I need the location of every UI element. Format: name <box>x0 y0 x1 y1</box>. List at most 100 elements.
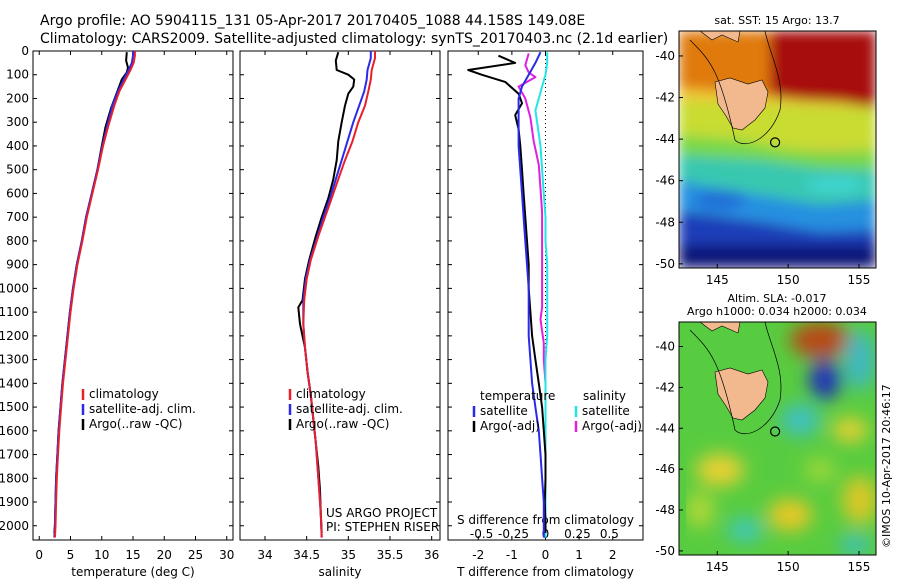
x-tick-label: 10 <box>94 548 109 562</box>
project-credit: US ARGO PROJECT <box>326 506 438 520</box>
x-tick-label: 36 <box>424 548 439 562</box>
y-tick-label: 1600 <box>0 424 29 438</box>
s-diff-tick-label: 0.5 <box>600 527 619 541</box>
header-line1: Argo profile: AO 5904115_131 05-Apr-2017… <box>40 13 585 29</box>
map-y-tick-label: -50 <box>655 544 675 558</box>
timestamp-stamp: ©IMOS 10-Apr-2017 20:46:17 <box>880 384 893 548</box>
sla-map: 145 150 155 -40 -42 -44 -46 -48 -50 <box>655 321 877 574</box>
y-tick-label: 1300 <box>0 353 29 367</box>
map-y-tick-label: -40 <box>655 340 675 354</box>
series-line <box>302 51 376 538</box>
difference-panel: -2 -1 0 1 2 T difference from climatology -0.5… <box>447 50 644 579</box>
y-tick-label: 600 <box>6 186 29 200</box>
s-diff-tick-label: -0.5 <box>470 527 493 541</box>
sst-map-title: sat. SST: 15 Argo: 13.7 <box>714 14 839 27</box>
legend-entry: satellite <box>582 404 630 418</box>
series-line <box>297 51 356 533</box>
series-line <box>53 51 136 538</box>
map-y-tick-label: -42 <box>655 380 675 394</box>
map-x-tick-label: 145 <box>706 560 729 574</box>
sst-map: 145 150 155 -40 -42 -44 -46 -48 -50 <box>655 30 877 287</box>
series-line <box>302 51 372 538</box>
y-tick-label: 800 <box>6 234 29 248</box>
map-y-tick-label: -48 <box>655 215 675 229</box>
series-line <box>53 51 134 538</box>
x-tick-label: 34.5 <box>293 548 320 562</box>
series-line <box>467 54 547 533</box>
temperature-panel: 0100200300400500600700800900100011001200… <box>0 44 234 579</box>
y-tick-label: 1700 <box>0 448 29 462</box>
argo-position-marker <box>769 426 781 437</box>
map-y-tick-label: -50 <box>655 257 675 271</box>
y-tick-label: 1000 <box>0 281 29 295</box>
legend-entry: satellite-adj. clim. <box>296 402 403 416</box>
x-tick-label: 34 <box>257 548 272 562</box>
x-tick-label: -2 <box>472 548 484 562</box>
x-tick-label: 5 <box>67 548 75 562</box>
s-diff-tick-label: 0.25 <box>564 527 591 541</box>
x-tick-label: 25 <box>188 548 203 562</box>
y-tick-label: 900 <box>6 258 29 272</box>
y-tick-label: 1500 <box>0 400 29 414</box>
map-y-tick-label: -46 <box>655 174 675 188</box>
legend-entry: Argo(..raw -QC) <box>89 417 182 431</box>
legend-entry: satellite <box>480 404 528 418</box>
map-y-tick-label: -44 <box>655 132 675 146</box>
y-tick-label: 1900 <box>0 495 29 509</box>
legend-title-salinity: salinity <box>583 389 626 403</box>
map-y-tick-label: -46 <box>655 462 675 476</box>
y-tick-label: 1200 <box>0 329 29 343</box>
x-tick-label: 2 <box>609 548 617 562</box>
legend-entry: Argo(..raw -QC) <box>296 417 389 431</box>
x-tick-label: 15 <box>125 548 140 562</box>
legend-entry: Argo(-adj) <box>582 419 642 433</box>
y-tick-label: 1400 <box>0 376 29 390</box>
y-tick-label: 1100 <box>0 305 29 319</box>
x-tick-label: 35.5 <box>377 548 404 562</box>
pi-credit: PI: STEPHEN RISER <box>326 520 439 534</box>
y-tick-label: 700 <box>6 210 29 224</box>
legend-entry: climatology <box>89 387 159 401</box>
argo-position-marker <box>769 137 781 148</box>
x-tick-label: 35 <box>341 548 356 562</box>
x-tick-label: -1 <box>506 548 518 562</box>
x-tick-label: 0 <box>35 548 43 562</box>
series-line <box>517 51 545 538</box>
y-tick-label: 400 <box>6 139 29 153</box>
legend-title-temperature: temperature <box>480 389 555 403</box>
map-y-tick-label: -44 <box>655 421 675 435</box>
difference-x-label: T difference from climatology <box>456 565 634 579</box>
y-tick-label: 300 <box>6 115 29 129</box>
series-line <box>53 52 129 533</box>
map-y-tick-label: -40 <box>655 49 675 63</box>
temperature-x-label: temperature (deg C) <box>71 565 194 579</box>
y-tick-label: 1800 <box>0 471 29 485</box>
map-x-tick-label: 150 <box>777 273 800 287</box>
y-tick-label: 200 <box>6 91 29 105</box>
s-diff-tick-label: -0.25 <box>498 527 529 541</box>
x-tick-label: 30 <box>219 548 234 562</box>
map-y-tick-label: -42 <box>655 91 675 105</box>
map-x-tick-label: 145 <box>706 273 729 287</box>
header-line2: Climatology: CARS2009. Satellite-adjuste… <box>40 31 668 47</box>
legend-entry: Argo(-adj) <box>480 419 540 433</box>
sla-map-subtitle: Argo h1000: 0.034 h2000: 0.034 <box>687 305 867 318</box>
x-tick-label: 0 <box>542 548 550 562</box>
x-tick-label: 20 <box>157 548 172 562</box>
y-tick-label: 0 <box>21 44 29 58</box>
y-tick-label: 500 <box>6 163 29 177</box>
map-y-tick-label: -48 <box>655 503 675 517</box>
temperature-axes-frame <box>32 50 234 541</box>
legend-entry: climatology <box>296 387 366 401</box>
salinity-axes-frame <box>239 50 441 541</box>
map-x-tick-label: 150 <box>777 560 800 574</box>
y-tick-label: 2000 <box>0 519 29 533</box>
sla-map-title: Altim. SLA: -0.017 <box>727 292 826 305</box>
salinity-x-label: salinity <box>318 565 361 579</box>
salinity-panel: 34 34.5 35 35.5 36 salinity climatologysatelli… <box>239 50 441 579</box>
map-x-tick-label: 155 <box>848 273 871 287</box>
legend-entry: satellite-adj. clim. <box>89 402 196 416</box>
x-tick-label: 1 <box>575 548 583 562</box>
y-tick-label: 100 <box>6 68 29 82</box>
